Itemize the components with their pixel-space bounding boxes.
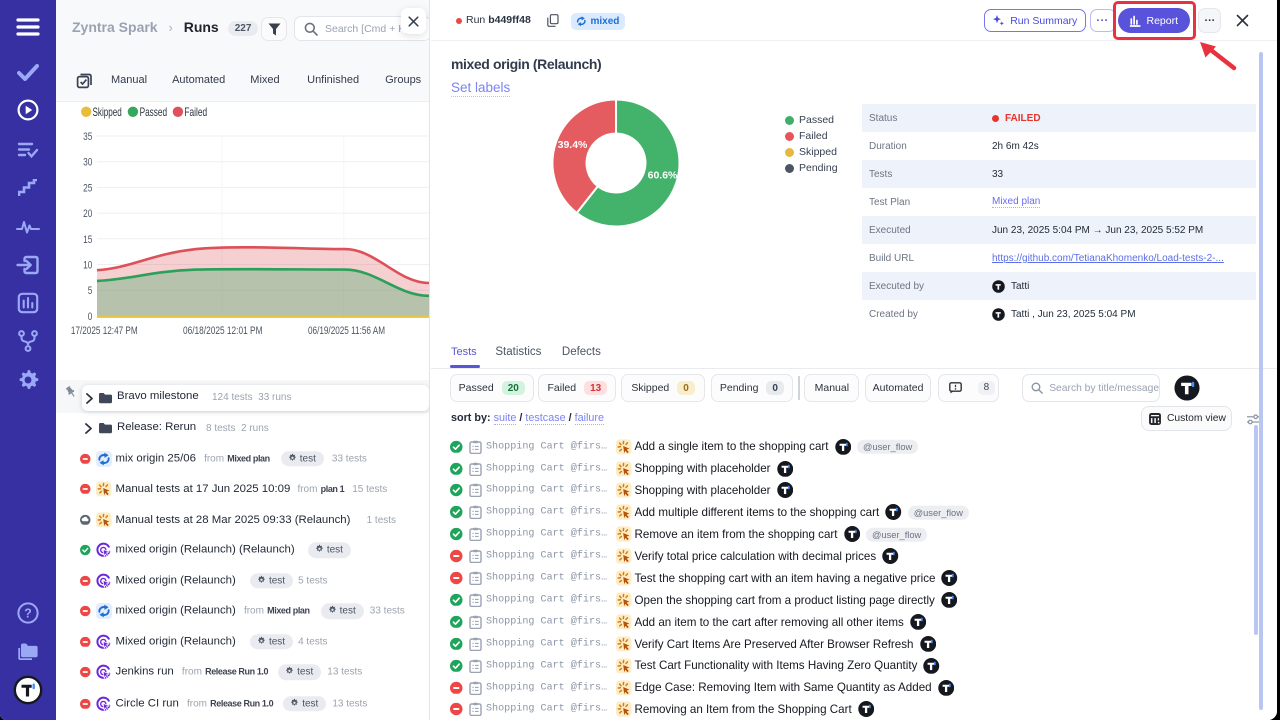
svg-text:10: 10 bbox=[83, 260, 92, 272]
svg-text:20: 20 bbox=[83, 208, 92, 220]
svg-text:Failed: Failed bbox=[184, 105, 207, 119]
svg-text:35: 35 bbox=[83, 131, 92, 143]
svg-text:30: 30 bbox=[83, 157, 92, 169]
svg-text:25: 25 bbox=[83, 182, 92, 194]
svg-text:17/2025 12:47 PM: 17/2025 12:47 PM bbox=[71, 325, 138, 337]
svg-text:Passed: Passed bbox=[140, 105, 168, 119]
svg-text:06/18/2025 12:01 PM: 06/18/2025 12:01 PM bbox=[183, 325, 263, 337]
svg-text:Skipped: Skipped bbox=[93, 105, 122, 119]
svg-text:06/19/2025 11:56 AM: 06/19/2025 11:56 AM bbox=[308, 325, 385, 337]
svg-text:5: 5 bbox=[88, 285, 93, 297]
svg-text:60.6%: 60.6% bbox=[648, 170, 678, 182]
svg-text:0: 0 bbox=[88, 311, 93, 323]
svg-text:15: 15 bbox=[83, 234, 92, 246]
svg-text:?: ? bbox=[24, 607, 32, 621]
svg-text:39.4%: 39.4% bbox=[558, 139, 588, 151]
